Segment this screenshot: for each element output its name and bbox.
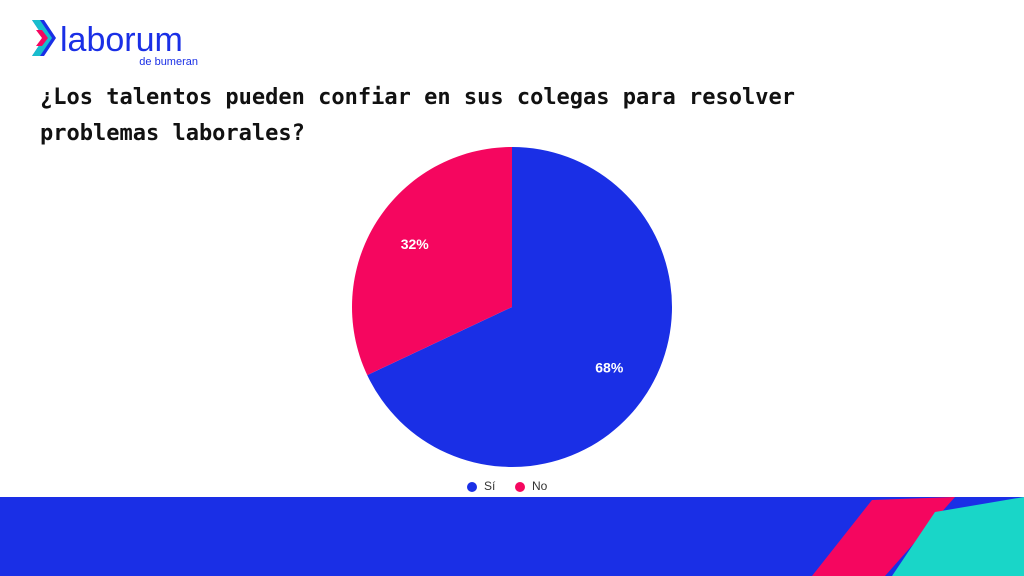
value-label: 32%: [401, 236, 430, 252]
logo: laborum de bumeran: [32, 20, 198, 68]
legend-marker: [467, 482, 477, 492]
logo-name: laborum: [60, 21, 183, 59]
logo-icon: [36, 30, 48, 46]
legend-marker: [515, 482, 525, 492]
pie-slice: [352, 147, 512, 376]
value-label: 68%: [595, 359, 624, 375]
pie-slice: [367, 147, 672, 468]
chart-title: ¿Los talentos pueden confiar en sus cole…: [40, 85, 795, 146]
legend-label: Sí: [484, 479, 496, 493]
footer-accent: [892, 497, 1024, 576]
legend-label: No: [532, 479, 548, 493]
logo-tagline: de bumeran: [139, 56, 198, 68]
footer-accent: [812, 497, 955, 576]
